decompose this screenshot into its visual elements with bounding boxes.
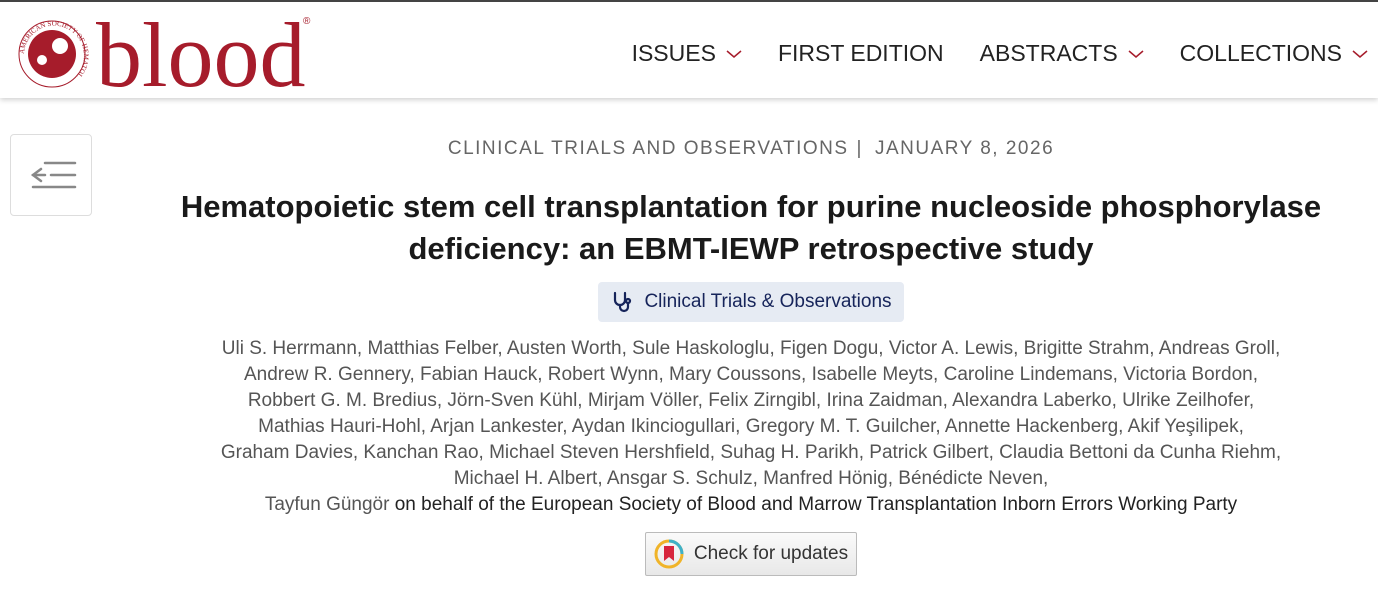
author-group: on behalf of the European Society of Blo… [394, 494, 1238, 515]
toc-toggle[interactable] [10, 134, 92, 216]
chevron [1128, 49, 1144, 58]
nav-item[interactable]: ABSTRACTS [980, 40, 1144, 67]
chevron [726, 49, 742, 58]
author-line: Graham Davies, Kanchan Rao, Michael Stev… [220, 442, 1282, 463]
category-badge[interactable]: Clinical Trials & Observations [598, 282, 904, 322]
logo-cell [28, 30, 76, 78]
logo-cell-hole [52, 38, 68, 54]
section-label[interactable]: CLINICAL TRIALS AND OBSERVATIONS [447, 138, 849, 159]
meta-separator: | [856, 138, 863, 159]
logo-ring [18, 20, 86, 88]
publish-date: JANUARY 8, 2026 [874, 138, 1055, 159]
nav-label: ISSUES [631, 40, 716, 66]
stethoscope-icon [614, 291, 632, 313]
site-header: AMERICAN SOCIETY OF HEMATOLOGY blood ® I… [0, 0, 1378, 98]
author-name[interactable]: Tayfun Güngör [264, 494, 390, 515]
toc-icon [30, 161, 77, 189]
nav-label: COLLECTIONS [1179, 40, 1342, 66]
logo-wordmark: blood [96, 10, 306, 92]
article-meta: CLINICAL TRIALS AND OBSERVATIONS | JANUARY… [130, 138, 1372, 166]
author-line: Robbert G. M. Bredius, Jörn-Sven Kühl, M… [247, 390, 1255, 411]
nav-item[interactable]: FIRST EDITION [778, 40, 944, 67]
crossmark-icon [654, 539, 684, 569]
author-line: Uli S. Herrmann, Matthias Felber, Austen… [221, 338, 1281, 359]
title-line: Hematopoietic stem cell transplantation … [180, 189, 1322, 224]
article-title: Hematopoietic stem cell transplantation … [130, 186, 1372, 270]
author-line: Andrew R. Gennery, Fabian Hauck, Robert … [244, 364, 1258, 385]
nav-item[interactable]: COLLECTIONS [1180, 40, 1368, 67]
check-for-updates[interactable]: Check for updates [644, 532, 858, 576]
author-line: Michael H. Albert, Ansgar S. Schulz, Man… [453, 468, 1049, 489]
nav-label: ABSTRACTS [979, 40, 1118, 66]
check-label: Check for updates [693, 543, 849, 564]
author-line: Mathias Hauri-Hohl, Arjan Lankester, Ayd… [258, 416, 1244, 437]
logo-cell-hole [37, 55, 47, 65]
author-list: Uli S. Herrmann, Matthias Felber, Austen… [130, 336, 1372, 518]
nav-label: FIRST EDITION [777, 40, 944, 66]
main-nav: ISSUES FIRST EDITION ABSTRACTS COLLECTIONS [632, 40, 1368, 67]
nav-item[interactable]: ISSUES [632, 40, 742, 67]
article-header: CLINICAL TRIALS AND OBSERVATIONS | JANUARY… [130, 138, 1372, 576]
logo[interactable]: AMERICAN SOCIETY OF HEMATOLOGY blood ® [14, 10, 314, 92]
badge-label: Clinical Trials & Observations [644, 291, 892, 312]
chevron [1352, 49, 1368, 58]
title-line: deficiency: an EBMT-IEWP retrospective s… [408, 231, 1094, 266]
author-line: Tayfun Güngör on behalf of the European … [130, 492, 1372, 518]
logo-registered: ® [303, 16, 311, 27]
